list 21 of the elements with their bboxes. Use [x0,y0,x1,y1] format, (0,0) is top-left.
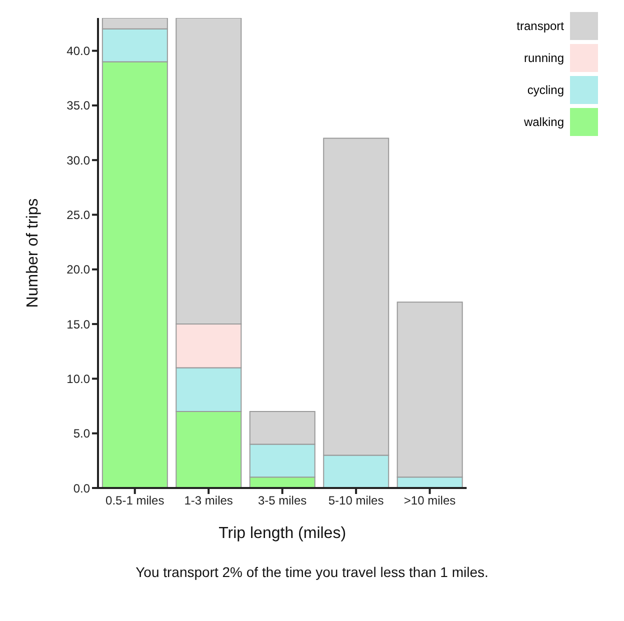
y-tick-label: 40.0 [66,44,90,58]
y-tick-label: 10.0 [66,372,90,386]
x-tick-label: 3-5 miles [258,494,307,508]
x-tick-label: 5-10 miles [328,494,384,508]
x-axis-title: Trip length (miles) [218,525,346,542]
text: You transport 2% of the time you travel less than 1 miles. [134,564,490,580]
y-tick-label: 25.0 [66,208,90,222]
x-tick-label: 0.5-1 miles [106,494,164,508]
y-tick-label: 15.0 [66,317,90,332]
x-tick-label: >10 miles [404,494,456,508]
legend-label: transport [516,19,564,33]
y-tick-label: 5.0 [73,426,90,441]
legend-label: walking [524,115,564,129]
y-axis-title: Number of trips [24,198,42,308]
legend-label: running [524,51,564,65]
y-tick-label: 35.0 [66,98,90,113]
y-tick-label: 20.0 [66,262,90,277]
y-tick-label: 30.0 [66,153,90,168]
x-tick-label: 1-3 miles [184,494,233,508]
y-tick-label: 0.0 [73,481,90,496]
legend-label: cycling [527,83,564,97]
